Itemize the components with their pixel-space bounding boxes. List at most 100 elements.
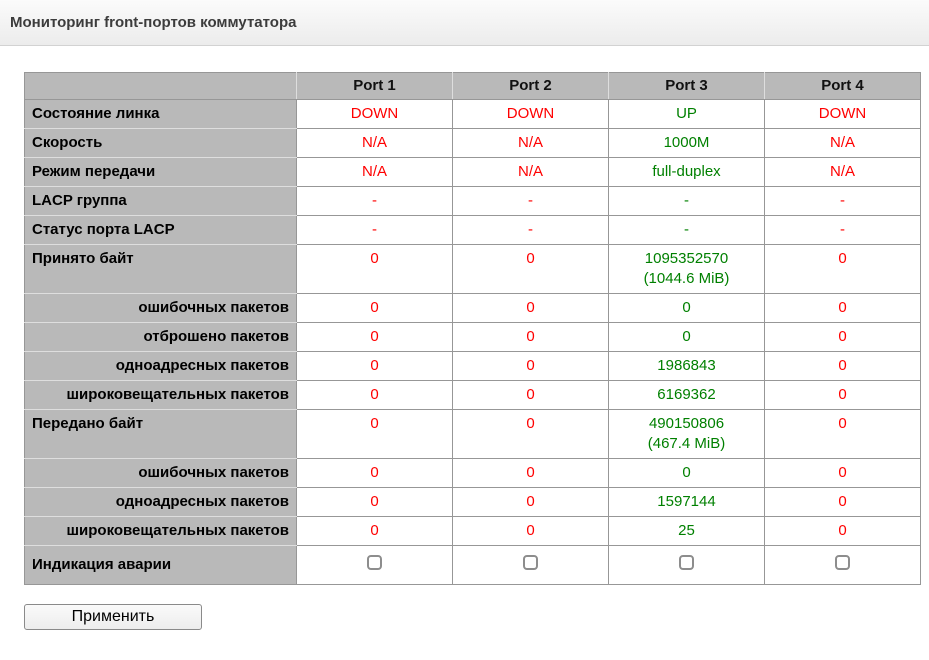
alarm-checkbox-port-4[interactable] xyxy=(835,555,850,570)
cell-value: 0 xyxy=(764,409,921,459)
cell-value: N/A xyxy=(452,128,609,158)
table-row: ошибочных пакетов 0 0 0 0 xyxy=(24,458,921,488)
cell-value: DOWN xyxy=(452,99,609,129)
cell-value: 0 xyxy=(452,244,609,294)
table-row: широковещательных пакетов 0 0 25 0 xyxy=(24,516,921,546)
cell-value: 0 xyxy=(452,351,609,381)
cell-value: 0 xyxy=(296,487,453,517)
cell-value: 1986843 xyxy=(608,351,765,381)
table-row: одноадресных пакетов 0 0 1597144 0 xyxy=(24,487,921,517)
row-label: Передано байт xyxy=(24,409,297,459)
table-row: Передано байт 0 0 490150806 (467.4 MiB) 0 xyxy=(24,409,921,459)
row-label: Режим передачи xyxy=(24,157,297,187)
cell-value: 0 xyxy=(452,322,609,352)
cell-value: N/A xyxy=(296,128,453,158)
cell-value: 0 xyxy=(608,458,765,488)
cell-value: - xyxy=(296,186,453,216)
table-row: отброшено пакетов 0 0 0 0 xyxy=(24,322,921,352)
port-header-4: Port 4 xyxy=(764,72,921,100)
alarm-indication-cell xyxy=(452,545,609,585)
cell-value: 0 xyxy=(452,380,609,410)
cell-value: 0 xyxy=(764,487,921,517)
cell-value: 0 xyxy=(296,409,453,459)
alarm-checkbox-port-1[interactable] xyxy=(367,555,382,570)
row-label: Состояние линка xyxy=(24,99,297,129)
row-label: широковещательных пакетов xyxy=(24,380,297,410)
table-row: Состояние линка DOWN DOWN UP DOWN xyxy=(24,99,921,129)
page-header: Мониторинг front-портов коммутатора xyxy=(0,0,929,46)
page-title: Мониторинг front-портов коммутатора xyxy=(10,14,297,31)
cell-value: full-duplex xyxy=(608,157,765,187)
cell-value: N/A xyxy=(764,157,921,187)
row-label: Принято байт xyxy=(24,244,297,294)
row-label: Индикация аварии xyxy=(24,545,297,585)
cell-value: UP xyxy=(608,99,765,129)
cell-value: 0 xyxy=(296,351,453,381)
cell-value: 0 xyxy=(296,516,453,546)
table-row: Индикация аварии xyxy=(24,545,921,585)
cell-value: 0 xyxy=(764,351,921,381)
cell-value: 6169362 xyxy=(608,380,765,410)
cell-value: 1000M xyxy=(608,128,765,158)
table-row: широковещательных пакетов 0 0 6169362 0 xyxy=(24,380,921,410)
cell-value: DOWN xyxy=(764,99,921,129)
table-row: LACP группа - - - - xyxy=(24,186,921,216)
cell-value: N/A xyxy=(296,157,453,187)
cell-value: 0 xyxy=(452,516,609,546)
cell-value: - xyxy=(452,215,609,245)
main-content: Port 1 Port 2 Port 3 Port 4 Состояние линка D… xyxy=(0,46,929,660)
corner-header-cell xyxy=(24,72,297,100)
apply-button[interactable]: Применить xyxy=(24,604,202,630)
row-label: широковещательных пакетов xyxy=(24,516,297,546)
cell-value: 0 xyxy=(296,293,453,323)
table-row: ошибочных пакетов 0 0 0 0 xyxy=(24,293,921,323)
alarm-indication-cell xyxy=(296,545,453,585)
cell-value: 0 xyxy=(452,458,609,488)
cell-value: 0 xyxy=(608,322,765,352)
port-monitoring-table: Port 1 Port 2 Port 3 Port 4 Состояние линка D… xyxy=(24,72,921,585)
cell-value: 0 xyxy=(296,322,453,352)
cell-value: 0 xyxy=(296,458,453,488)
row-label: Статус порта LACP xyxy=(24,215,297,245)
alarm-checkbox-port-2[interactable] xyxy=(523,555,538,570)
table-row: Скорость N/A N/A 1000M N/A xyxy=(24,128,921,158)
cell-value: 0 xyxy=(764,293,921,323)
port-header-1: Port 1 xyxy=(296,72,453,100)
cell-value: 0 xyxy=(452,487,609,517)
port-header-2: Port 2 xyxy=(452,72,609,100)
table-row: Статус порта LACP - - - - xyxy=(24,215,921,245)
alarm-checkbox-port-3[interactable] xyxy=(679,555,694,570)
cell-value: - xyxy=(608,186,765,216)
row-label: ошибочных пакетов xyxy=(24,458,297,488)
row-label: ошибочных пакетов xyxy=(24,293,297,323)
row-label: Скорость xyxy=(24,128,297,158)
cell-value: N/A xyxy=(452,157,609,187)
cell-value: - xyxy=(764,215,921,245)
cell-value: 0 xyxy=(764,322,921,352)
cell-value: 490150806 (467.4 MiB) xyxy=(608,409,765,459)
cell-value: 0 xyxy=(296,380,453,410)
cell-value: 0 xyxy=(764,458,921,488)
cell-value: 0 xyxy=(296,244,453,294)
cell-value: 0 xyxy=(452,293,609,323)
cell-value: 0 xyxy=(608,293,765,323)
cell-value: - xyxy=(452,186,609,216)
cell-value: 0 xyxy=(764,516,921,546)
row-label: одноадресных пакетов xyxy=(24,487,297,517)
row-label: отброшено пакетов xyxy=(24,322,297,352)
table-row: одноадресных пакетов 0 0 1986843 0 xyxy=(24,351,921,381)
table-row: Принято байт 0 0 1095352570 (1044.6 MiB) 0 xyxy=(24,244,921,294)
cell-value: N/A xyxy=(764,128,921,158)
row-label: одноадресных пакетов xyxy=(24,351,297,381)
alarm-indication-cell xyxy=(608,545,765,585)
cell-value: 0 xyxy=(764,244,921,294)
table-header-row: Port 1 Port 2 Port 3 Port 4 xyxy=(24,72,921,100)
cell-value: - xyxy=(764,186,921,216)
cell-value: 25 xyxy=(608,516,765,546)
cell-value: DOWN xyxy=(296,99,453,129)
port-header-3: Port 3 xyxy=(608,72,765,100)
cell-value: 1597144 xyxy=(608,487,765,517)
cell-value: - xyxy=(608,215,765,245)
cell-value: 1095352570 (1044.6 MiB) xyxy=(608,244,765,294)
cell-value: 0 xyxy=(452,409,609,459)
